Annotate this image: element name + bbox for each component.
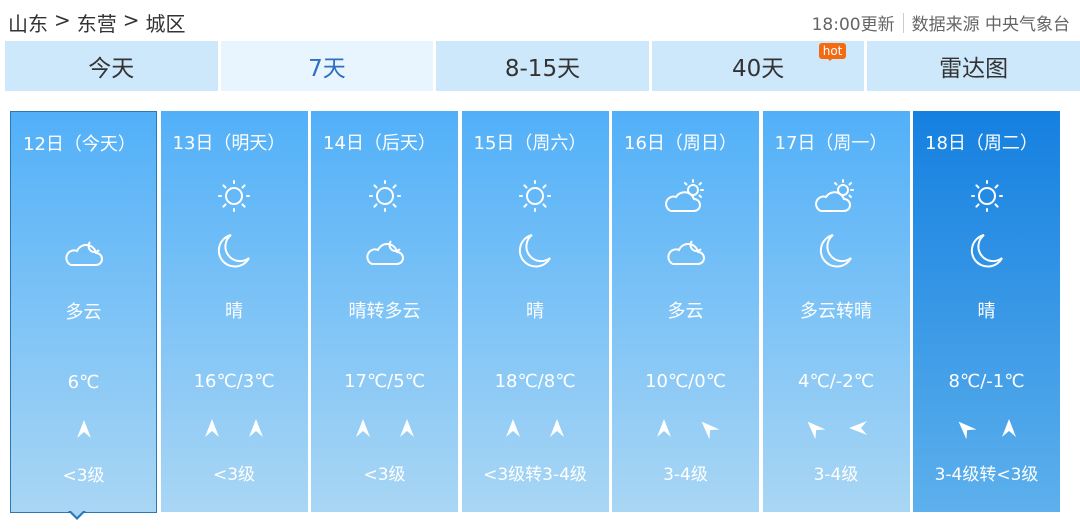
breadcrumb-separator: > bbox=[54, 8, 71, 32]
day-date: 12日（今天） bbox=[23, 134, 136, 155]
cloud-moon-icon bbox=[61, 229, 107, 275]
day-date: 14日（后天） bbox=[323, 133, 436, 154]
wind-direction-icon bbox=[550, 419, 564, 437]
tab-label: 今天 bbox=[88, 56, 135, 82]
tab-radar[interactable]: 雷达图 bbox=[867, 41, 1080, 91]
weather-description: 晴转多云 bbox=[348, 301, 421, 322]
wind-directions bbox=[612, 417, 759, 439]
sun-icon bbox=[211, 173, 257, 219]
wind-directions bbox=[913, 417, 1060, 439]
cloud-moon-icon bbox=[663, 228, 709, 274]
forecast-tabs: 今天 7天 8-15天 40天 hot 雷达图 bbox=[5, 41, 1080, 91]
wind-direction-icon bbox=[249, 419, 263, 437]
tab-40-days[interactable]: 40天 hot bbox=[651, 41, 865, 91]
sun-icon bbox=[362, 173, 408, 219]
weather-description: 晴 bbox=[526, 301, 544, 322]
temperature: 16℃/3℃ bbox=[193, 371, 275, 392]
wind-direction-icon bbox=[701, 421, 719, 439]
wind-direction-icon bbox=[399, 419, 414, 437]
wind-level: <3级转3-4级 bbox=[483, 465, 587, 485]
wind-level: <3级 bbox=[62, 466, 105, 486]
day-date: 13日（明天） bbox=[172, 133, 286, 154]
hot-badge: hot bbox=[818, 43, 847, 61]
day-card[interactable]: 16日（周日） 多云 10℃/0℃ 3-4级 bbox=[612, 111, 759, 512]
wind-direction-icon bbox=[656, 419, 671, 437]
day-date: 16日（周日） bbox=[624, 133, 737, 154]
day-card[interactable]: 18日（周二） 晴 8℃/-1℃ 3-4级转<3级 bbox=[913, 111, 1060, 512]
wind-direction-icon bbox=[506, 419, 520, 437]
divider bbox=[902, 12, 904, 33]
moon-icon bbox=[964, 228, 1010, 274]
temperature: 6℃ bbox=[67, 372, 100, 393]
day-card[interactable]: 12日（今天） 多云 6℃ <3级 bbox=[10, 111, 157, 513]
wind-direction-icon bbox=[355, 419, 370, 437]
cloud-sun-icon bbox=[663, 173, 709, 219]
weather-description: 晴 bbox=[977, 301, 996, 322]
cloud-sun-icon bbox=[813, 173, 859, 219]
weather-description: 多云 bbox=[65, 302, 102, 323]
daily-forecast: 12日（今天） 多云 6℃ <3级 13日（明天） 晴 16℃/3℃ <3级 14日… bbox=[10, 111, 1062, 513]
day-card[interactable]: 13日（明天） 晴 16℃/3℃ <3级 bbox=[160, 111, 308, 512]
wind-level: 3-4级 bbox=[813, 465, 859, 485]
day-date: 18日（周二） bbox=[925, 133, 1038, 154]
weather-description: 多云转晴 bbox=[800, 301, 872, 322]
wind-level: <3级 bbox=[363, 465, 406, 485]
moon-icon bbox=[211, 228, 257, 274]
weather-description: 多云 bbox=[667, 301, 704, 322]
day-card[interactable]: 17日（周一） 多云转晴 4℃/-2℃ 3-4级 bbox=[762, 111, 910, 512]
tab-label: 8-15天 bbox=[504, 56, 581, 82]
tab-label: 7天 bbox=[308, 56, 346, 82]
wind-directions bbox=[161, 417, 308, 439]
data-source: 数据来源 中央气象台 bbox=[911, 15, 1070, 35]
sun-icon bbox=[964, 173, 1010, 219]
wind-level: <3级 bbox=[212, 465, 256, 485]
update-info: 18:00更新 数据来源 中央气象台 bbox=[812, 10, 1070, 35]
temperature: 4℃/-2℃ bbox=[798, 371, 874, 392]
day-card[interactable]: 15日（周六） 晴 18℃/8℃ <3级转3-4级 bbox=[461, 111, 609, 512]
wind-direction-icon bbox=[205, 419, 219, 437]
wind-level: 3-4级 bbox=[663, 465, 708, 485]
tab-today[interactable]: 今天 bbox=[5, 41, 218, 91]
tab-label: 40天 bbox=[731, 56, 785, 82]
wind-directions bbox=[11, 418, 156, 440]
wind-direction-icon bbox=[849, 421, 867, 435]
breadcrumb-province[interactable]: 山东 bbox=[8, 12, 48, 36]
cloud-moon-icon bbox=[362, 228, 408, 274]
day-date: 17日（周一） bbox=[774, 133, 888, 154]
temperature: 18℃/8℃ bbox=[494, 371, 576, 392]
tab-7-days[interactable]: 7天 bbox=[220, 41, 434, 91]
update-time: 18:00更新 bbox=[811, 15, 895, 35]
wind-direction-icon bbox=[807, 421, 825, 439]
day-card[interactable]: 14日（后天） 晴转多云 17℃/5℃ <3级 bbox=[311, 111, 458, 512]
temperature: 8℃/-1℃ bbox=[948, 371, 1025, 392]
wind-directions bbox=[311, 417, 458, 439]
selected-day-pointer bbox=[68, 510, 86, 529]
breadcrumb: 山东 > 东营 > 城区 bbox=[8, 8, 186, 37]
day-date: 15日（周六） bbox=[473, 133, 587, 154]
breadcrumb-city[interactable]: 东营 bbox=[76, 12, 117, 36]
breadcrumb-separator: > bbox=[122, 8, 140, 32]
wind-direction-icon bbox=[1001, 419, 1016, 437]
wind-direction-icon bbox=[958, 421, 976, 439]
tab-8-15-days[interactable]: 8-15天 bbox=[436, 41, 649, 91]
temperature: 17℃/5℃ bbox=[344, 371, 425, 392]
weather-description: 晴 bbox=[225, 301, 243, 322]
moon-icon bbox=[512, 228, 558, 274]
tab-label: 雷达图 bbox=[939, 56, 1009, 82]
wind-directions bbox=[462, 417, 609, 439]
wind-direction-icon bbox=[76, 420, 91, 438]
breadcrumb-district[interactable]: 城区 bbox=[145, 12, 186, 36]
sun-icon bbox=[512, 173, 558, 219]
moon-icon bbox=[813, 228, 859, 274]
wind-directions bbox=[763, 417, 910, 439]
wind-level: 3-4级转<3级 bbox=[934, 465, 1039, 485]
temperature: 10℃/0℃ bbox=[645, 371, 726, 392]
